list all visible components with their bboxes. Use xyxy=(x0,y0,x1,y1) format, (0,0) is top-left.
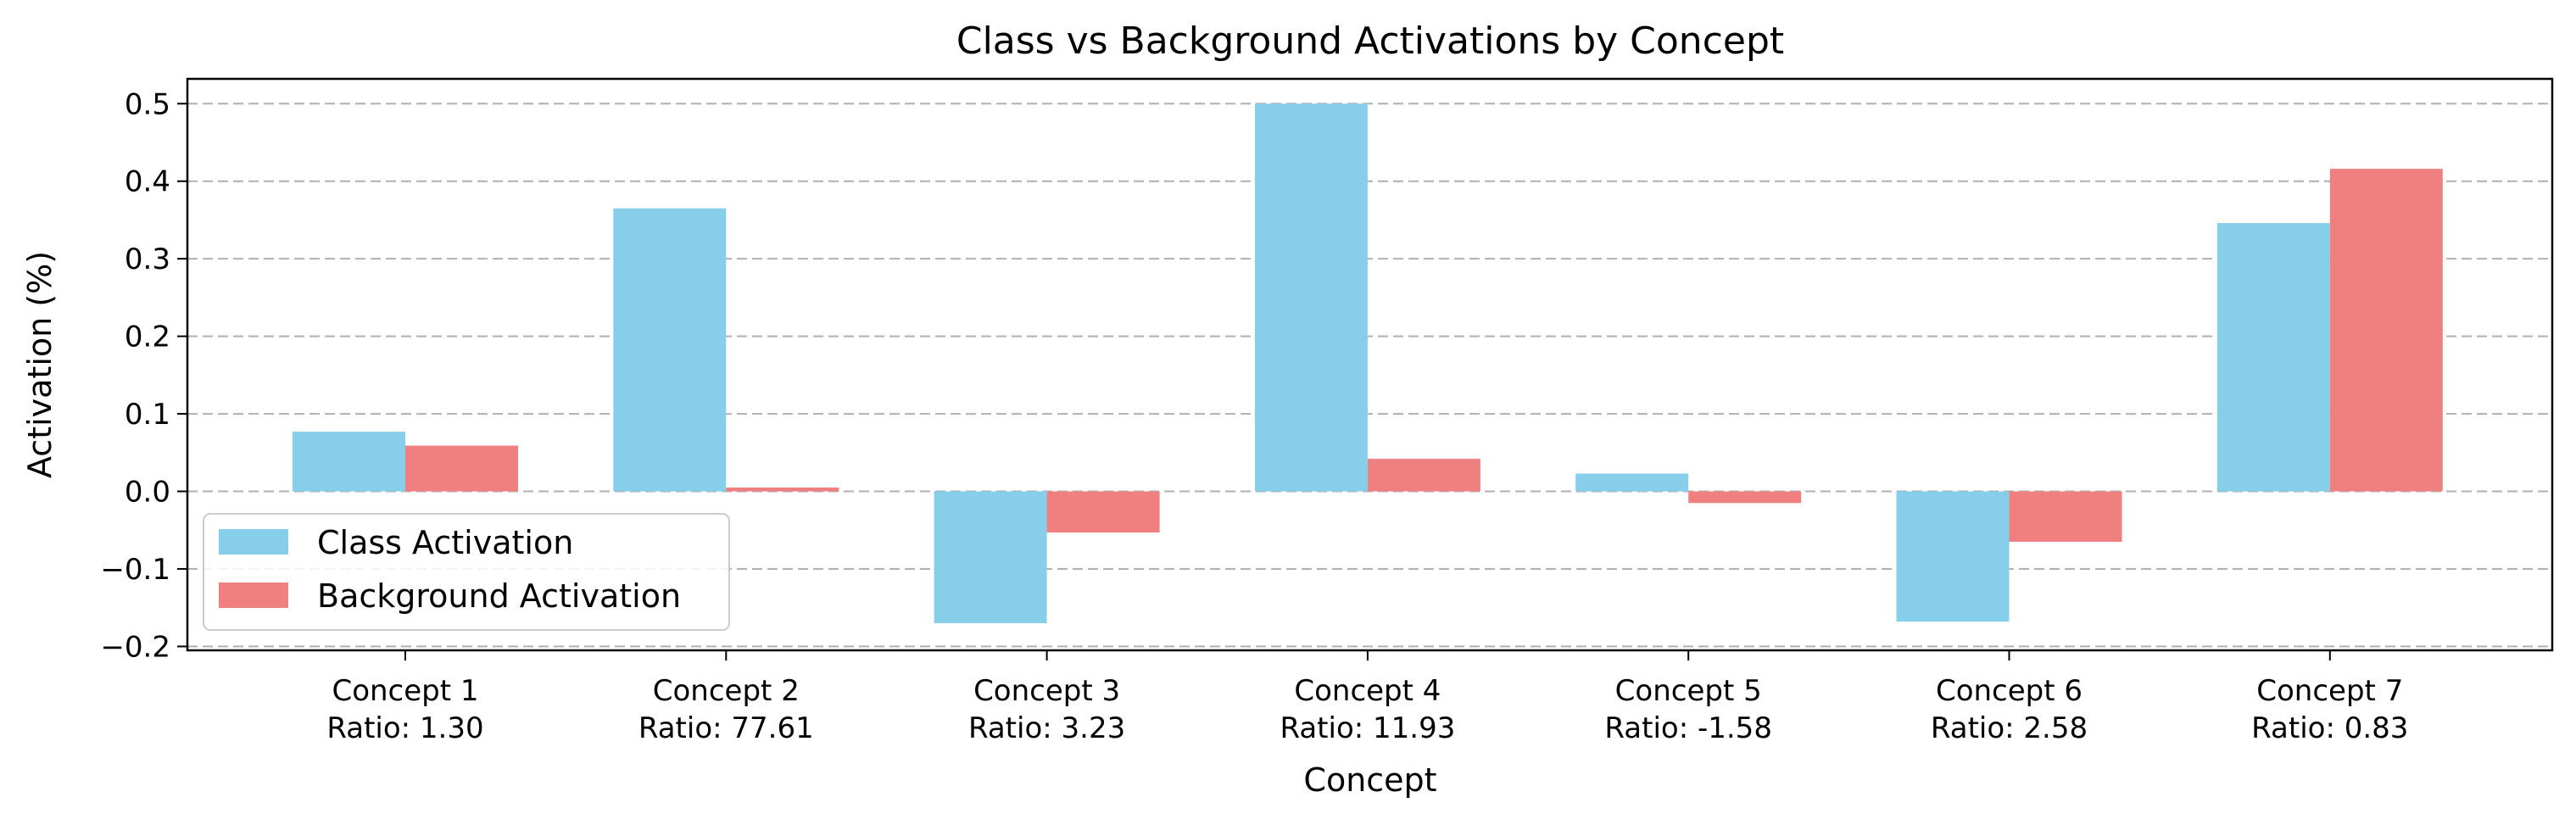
background-activation-bar xyxy=(1688,491,1802,504)
class-activation-bar xyxy=(613,208,727,492)
class-activation-bar xyxy=(2216,223,2330,492)
legend-box xyxy=(203,513,730,631)
plot-frame xyxy=(186,77,2554,652)
y-axis-label: Activation (%) xyxy=(21,251,59,478)
class-activation-bar xyxy=(934,491,1047,623)
background-activation-bar xyxy=(1046,491,1160,532)
legend-label-background: Background Activation xyxy=(317,577,681,615)
ratio-label: Ratio: 0.83 xyxy=(2251,711,2408,745)
bars-layer xyxy=(293,103,2443,623)
ratio-label: Ratio: 11.93 xyxy=(1280,711,1455,745)
y-tick-label: 0.2 xyxy=(125,321,170,354)
x-tick-label: Concept 7 xyxy=(2256,674,2403,708)
x-tick-label: Concept 1 xyxy=(332,674,478,708)
ratio-label: Ratio: -1.58 xyxy=(1604,711,1772,745)
chart-title: Class vs Background Activations by Conce… xyxy=(956,20,1784,63)
legend-label-class: Class Activation xyxy=(317,524,573,561)
ratio-label: Ratio: 2.58 xyxy=(1931,711,2088,745)
class-activation-bar xyxy=(293,432,405,492)
class-activation-bar xyxy=(1575,473,1689,492)
x-tick-label: Concept 3 xyxy=(973,674,1120,708)
background-activation-bar xyxy=(405,445,518,492)
background-activation-bar xyxy=(2329,169,2443,492)
x-tick-label: Concept 6 xyxy=(1936,674,2083,708)
legend-swatch-background xyxy=(219,583,288,608)
legend: Class Activation Background Activation xyxy=(203,513,730,631)
background-activation-bar xyxy=(1367,459,1480,492)
y-tick-label: 0.4 xyxy=(125,165,170,199)
class-activation-bar xyxy=(1896,491,2010,622)
ratio-label: Ratio: 77.61 xyxy=(638,711,814,745)
legend-swatch-class xyxy=(219,529,288,555)
ratio-label: Ratio: 1.30 xyxy=(326,711,483,745)
ratio-label: Ratio: 3.23 xyxy=(968,711,1125,745)
y-tick-label: 0.0 xyxy=(125,476,170,510)
y-axis-ticks: 0.5 0.4 0.3 0.2 0.1 0.0 −0.1 −0.2 xyxy=(100,87,187,664)
y-tick-label: −0.2 xyxy=(100,630,170,664)
x-tick-label: Concept 2 xyxy=(653,674,800,708)
y-tick-label: 0.3 xyxy=(125,242,170,276)
x-tick-label: Concept 5 xyxy=(1615,674,1762,708)
y-tick-label: 0.5 xyxy=(125,87,170,121)
y-tick-label: −0.1 xyxy=(100,553,170,587)
class-activation-bar xyxy=(1254,103,1368,492)
y-tick-label: 0.1 xyxy=(125,398,170,432)
x-tick-label: Concept 4 xyxy=(1294,674,1441,708)
background-activation-bar xyxy=(2009,491,2122,542)
background-activation-bar xyxy=(726,487,839,492)
x-axis-label: Concept xyxy=(1303,761,1436,799)
